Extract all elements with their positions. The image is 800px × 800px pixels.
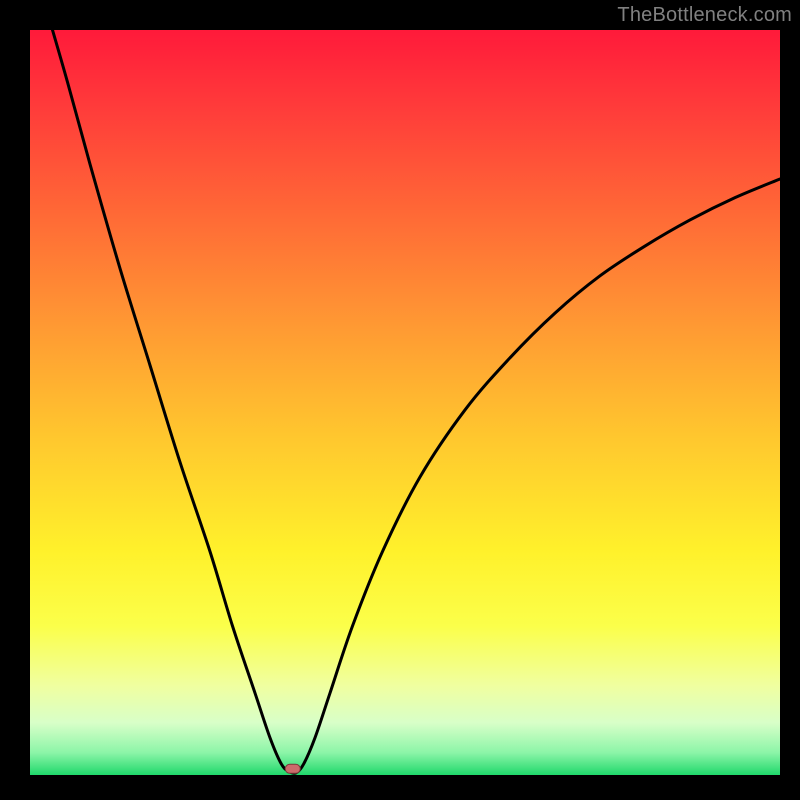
minimum-marker bbox=[284, 764, 301, 774]
watermark-text: TheBottleneck.com bbox=[617, 4, 792, 27]
plot-frame bbox=[0, 0, 800, 800]
plot-area bbox=[30, 30, 780, 775]
bottleneck-curve bbox=[30, 30, 780, 775]
curve-path bbox=[53, 30, 781, 773]
